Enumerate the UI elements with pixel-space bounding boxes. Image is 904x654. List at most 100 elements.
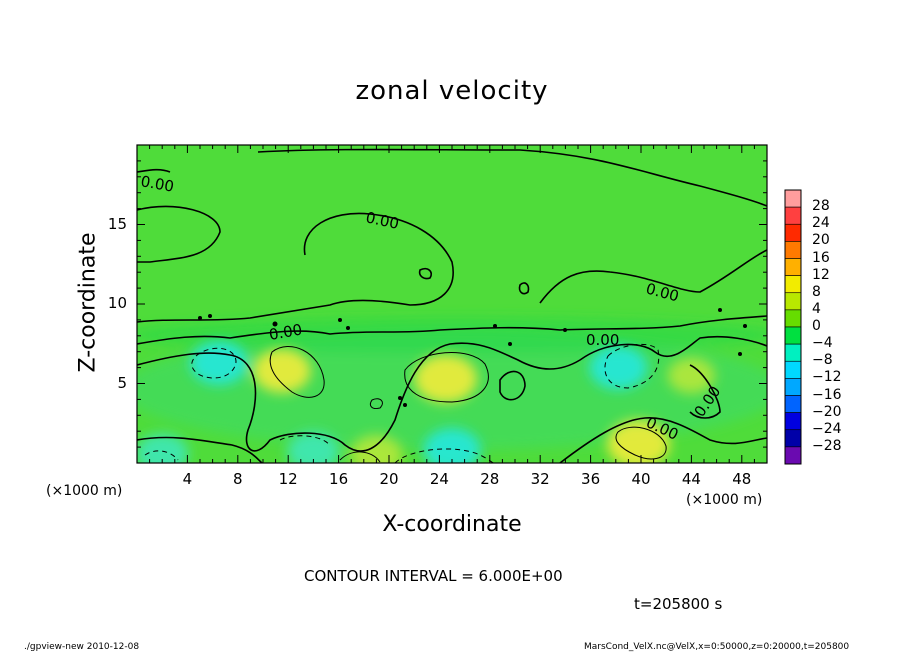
colorbar-label: −12	[812, 369, 842, 386]
positive-contours	[269, 346, 667, 463]
noise-dot	[198, 316, 202, 320]
contour-label: 0.00	[268, 320, 304, 344]
colorbar-label: −20	[812, 403, 842, 420]
noise-dot	[563, 328, 567, 332]
colorbar-label: −24	[812, 420, 842, 437]
noise-dot	[403, 403, 407, 407]
field-features	[137, 340, 716, 463]
colorbar-label: 8	[812, 283, 821, 300]
colorbar-segment	[784, 395, 802, 413]
negative-velocity-feature	[423, 428, 481, 463]
colorbar-label: −8	[812, 352, 833, 369]
chart-title: zonal velocity	[355, 76, 549, 106]
positive-velocity-feature	[667, 357, 716, 394]
x-tick-label: 16	[329, 470, 349, 488]
colorbar-segment	[784, 223, 802, 242]
negative-velocity-feature	[137, 433, 189, 463]
colorbar-segment	[784, 309, 802, 328]
contour-small-loop-3	[418, 267, 433, 280]
colorbar-label: 0	[812, 318, 821, 334]
positive-velocity-feature	[253, 348, 311, 393]
positive-velocity-feature	[607, 419, 670, 463]
noise-dot	[738, 352, 742, 356]
colorbar-segment	[784, 275, 802, 294]
y-tick-label: 5	[117, 373, 127, 392]
x-tick-label: 28	[480, 470, 500, 488]
colorbar-label: −4	[812, 335, 833, 352]
colorbar-segment	[784, 446, 802, 465]
colorbar-segment	[784, 360, 802, 379]
noise-dot	[272, 321, 278, 327]
contour-interval-text: CONTOUR INTERVAL = 6.000E+00	[304, 567, 563, 585]
y-tick-label: 10	[107, 294, 127, 312]
plot-area: 0.00 0.00 0.00 0.00 0.00 0.00 0.00	[137, 145, 767, 463]
colorbar-label: −28	[812, 437, 842, 454]
pos-contour-e	[369, 398, 383, 409]
pos-contour-a	[269, 346, 325, 398]
colorbar-segment	[784, 258, 802, 276]
contour-zero-right-mid	[539, 249, 767, 304]
noise-dot	[398, 396, 402, 400]
x-tick-label: 32	[530, 470, 550, 488]
contour-zero-mid-band	[137, 315, 767, 345]
contour-zero-bottom-right	[559, 417, 767, 463]
contour-lines	[137, 148, 767, 463]
contour-zero-upper-left	[137, 205, 221, 263]
mid-green-band	[137, 317, 767, 353]
colorbar-frame	[784, 189, 802, 465]
neg-contour-c	[279, 435, 331, 447]
colorbar	[784, 189, 802, 465]
neg-contour-b	[604, 343, 660, 389]
noise-dot	[508, 342, 512, 346]
negative-velocity-feature	[287, 431, 340, 463]
neg-contour-d	[394, 448, 495, 463]
x-tick-label: 48	[732, 470, 752, 488]
contour-label: 0.00	[586, 331, 619, 349]
pos-contour-b	[404, 352, 489, 403]
contour-zero-top	[257, 148, 767, 207]
x-tick-label: 12	[278, 470, 298, 488]
colorbar-label: −16	[812, 386, 842, 403]
x-axis-label: X-coordinate	[382, 512, 522, 537]
noise-dot	[743, 324, 747, 328]
negative-contours	[144, 343, 660, 463]
positive-velocity-feature	[414, 354, 478, 403]
x-tick-label: 40	[631, 470, 651, 488]
noise-dot	[338, 318, 342, 322]
y-axis-unit: (×1000 m)	[46, 483, 123, 499]
x-tick-label: 8	[233, 470, 243, 488]
colorbar-label: 28	[812, 198, 830, 215]
x-tick-label: 20	[379, 470, 399, 488]
x-axis-ticks	[149, 145, 755, 463]
contour-small-loop-1	[499, 370, 526, 401]
negative-velocity-feature	[589, 345, 648, 390]
colorbar-segment	[784, 292, 802, 311]
pos-contour-c	[615, 426, 667, 460]
colorbar-label: 12	[812, 266, 830, 283]
pos-contour-d	[339, 451, 381, 463]
y-axis-ticks	[137, 160, 767, 448]
noise-dot	[346, 326, 350, 330]
contour-small-loop-2	[518, 282, 530, 295]
contour-zero-lower-band	[137, 335, 767, 452]
x-tick-label: 36	[581, 470, 601, 488]
contour-label: 0.00	[139, 172, 175, 196]
colorbar-label: 24	[812, 215, 830, 232]
x-axis-unit: (×1000 m)	[686, 492, 763, 508]
colorbar-segment	[784, 412, 802, 431]
neg-contour-a	[191, 347, 237, 379]
colorbar-label: 16	[812, 249, 830, 266]
noise-dot	[718, 308, 722, 312]
contour-zero-right-low	[689, 364, 721, 419]
footer-right-text: MarsCond_VelX.nc@VelX,x=0:50000,z=0:2000…	[584, 642, 850, 652]
colorbar-segment	[784, 326, 802, 345]
negative-velocity-feature	[190, 340, 248, 385]
colorbar-segment	[784, 378, 802, 396]
colorbar-segment	[784, 206, 802, 225]
colorbar-label: 4	[812, 300, 821, 317]
x-tick-label: 4	[182, 470, 193, 488]
noise-dot	[208, 314, 212, 318]
colorbar-segment	[784, 343, 802, 362]
colorbar-segment	[784, 429, 802, 448]
